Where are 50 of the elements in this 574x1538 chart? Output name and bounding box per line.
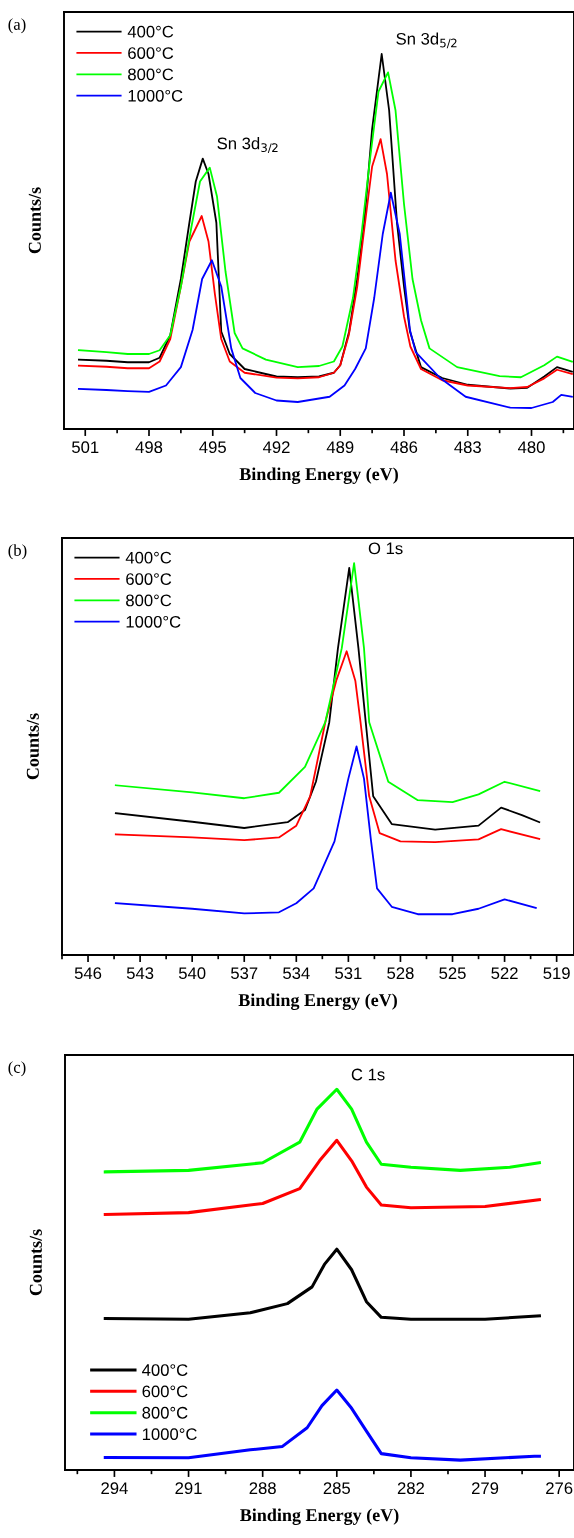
- legend-label: 400°C: [142, 1364, 188, 1376]
- x-tick-label: 522: [491, 967, 518, 980]
- chart-title: (c): [8, 1061, 26, 1077]
- legend-label: 400°C: [125, 551, 172, 564]
- x-tick-label: 501: [72, 441, 99, 454]
- legend-label: 400°C: [127, 25, 174, 38]
- annotation: Sn 3d$_{5/2}$: [396, 32, 457, 49]
- x-tick-label: 540: [178, 967, 206, 980]
- annotation: O 1s: [368, 542, 403, 555]
- annotation: C 1s: [351, 1068, 385, 1081]
- y-axis-title: Counts/s: [29, 1229, 42, 1296]
- x-axis-title: Binding Energy (eV): [240, 1508, 399, 1525]
- x-tick-label: 282: [397, 1482, 424, 1495]
- x-tick-label: 276: [546, 1482, 573, 1495]
- x-tick-label: 486: [390, 441, 418, 454]
- x-axis-title: Binding Energy (eV): [238, 993, 397, 1010]
- x-tick-label: 285: [323, 1482, 350, 1495]
- x-tick-label: 480: [517, 441, 545, 454]
- legend-label: 600°C: [126, 573, 172, 585]
- x-tick-label: 543: [126, 967, 154, 980]
- x-tick-label: 291: [175, 1482, 202, 1495]
- x-tick-label: 492: [262, 441, 290, 454]
- y-axis-title: Counts/s: [26, 713, 39, 780]
- x-tick-label: 546: [74, 967, 102, 980]
- x-tick-label: 531: [335, 967, 362, 980]
- legend-label: 600°C: [142, 1385, 188, 1398]
- x-tick-label: 483: [454, 441, 481, 454]
- x-axis-title: Binding Energy (eV): [239, 467, 398, 484]
- legend-label: 600°C: [128, 47, 174, 59]
- x-tick-label: 534: [283, 967, 310, 980]
- chart-title: (b): [8, 544, 27, 560]
- legend-label: 1000°C: [126, 615, 181, 628]
- legend-label: 1000°C: [142, 1428, 197, 1441]
- legend-label: 800°C: [126, 594, 172, 607]
- x-tick-label: 528: [387, 967, 414, 980]
- x-tick-label: 537: [231, 967, 258, 980]
- legend-label: 800°C: [142, 1406, 188, 1419]
- annotation: Sn 3d$_{3/2}$: [217, 137, 278, 153]
- x-tick-label: 519: [543, 967, 570, 980]
- x-tick-label: 294: [101, 1482, 128, 1495]
- x-tick-label: 525: [439, 967, 466, 980]
- x-tick-label: 279: [471, 1482, 499, 1495]
- x-tick-label: 489: [326, 441, 354, 454]
- x-tick-label: 495: [199, 441, 226, 454]
- legend-label: 800°C: [128, 68, 174, 81]
- legend-label: 1000°C: [128, 89, 183, 102]
- y-axis-title: Counts/s: [28, 187, 41, 254]
- x-tick-label: 498: [135, 441, 163, 454]
- x-tick-label: 288: [249, 1482, 276, 1495]
- chart-title: (a): [8, 18, 26, 34]
